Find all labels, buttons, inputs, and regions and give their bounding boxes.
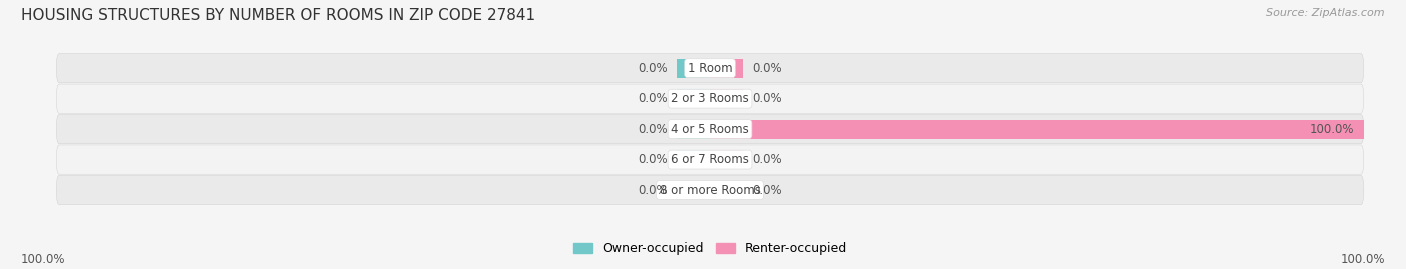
- Text: 0.0%: 0.0%: [752, 92, 782, 105]
- Text: HOUSING STRUCTURES BY NUMBER OF ROOMS IN ZIP CODE 27841: HOUSING STRUCTURES BY NUMBER OF ROOMS IN…: [21, 8, 536, 23]
- Text: 2 or 3 Rooms: 2 or 3 Rooms: [671, 92, 749, 105]
- Bar: [678, 59, 710, 78]
- Text: 0.0%: 0.0%: [638, 92, 668, 105]
- Bar: [710, 59, 742, 78]
- FancyBboxPatch shape: [56, 115, 1364, 144]
- Text: 100.0%: 100.0%: [21, 253, 66, 266]
- Bar: [710, 120, 1364, 139]
- FancyBboxPatch shape: [56, 145, 1364, 174]
- Bar: [678, 89, 710, 108]
- Text: 0.0%: 0.0%: [752, 153, 782, 166]
- Text: 100.0%: 100.0%: [1340, 253, 1385, 266]
- Bar: [678, 120, 710, 139]
- Text: 4 or 5 Rooms: 4 or 5 Rooms: [671, 123, 749, 136]
- Text: 0.0%: 0.0%: [638, 183, 668, 197]
- Text: 0.0%: 0.0%: [638, 123, 668, 136]
- Bar: [710, 180, 742, 200]
- Bar: [678, 150, 710, 169]
- Text: 0.0%: 0.0%: [752, 183, 782, 197]
- Text: 1 Room: 1 Room: [688, 62, 733, 75]
- Text: 8 or more Rooms: 8 or more Rooms: [659, 183, 761, 197]
- Legend: Owner-occupied, Renter-occupied: Owner-occupied, Renter-occupied: [574, 242, 846, 255]
- FancyBboxPatch shape: [56, 84, 1364, 113]
- Text: 6 or 7 Rooms: 6 or 7 Rooms: [671, 153, 749, 166]
- Text: 0.0%: 0.0%: [638, 153, 668, 166]
- Bar: [710, 150, 742, 169]
- Text: 0.0%: 0.0%: [752, 62, 782, 75]
- Text: 100.0%: 100.0%: [1309, 123, 1354, 136]
- Bar: [678, 180, 710, 200]
- Text: Source: ZipAtlas.com: Source: ZipAtlas.com: [1267, 8, 1385, 18]
- Bar: [710, 89, 742, 108]
- Text: 0.0%: 0.0%: [638, 62, 668, 75]
- FancyBboxPatch shape: [56, 54, 1364, 83]
- FancyBboxPatch shape: [56, 175, 1364, 205]
